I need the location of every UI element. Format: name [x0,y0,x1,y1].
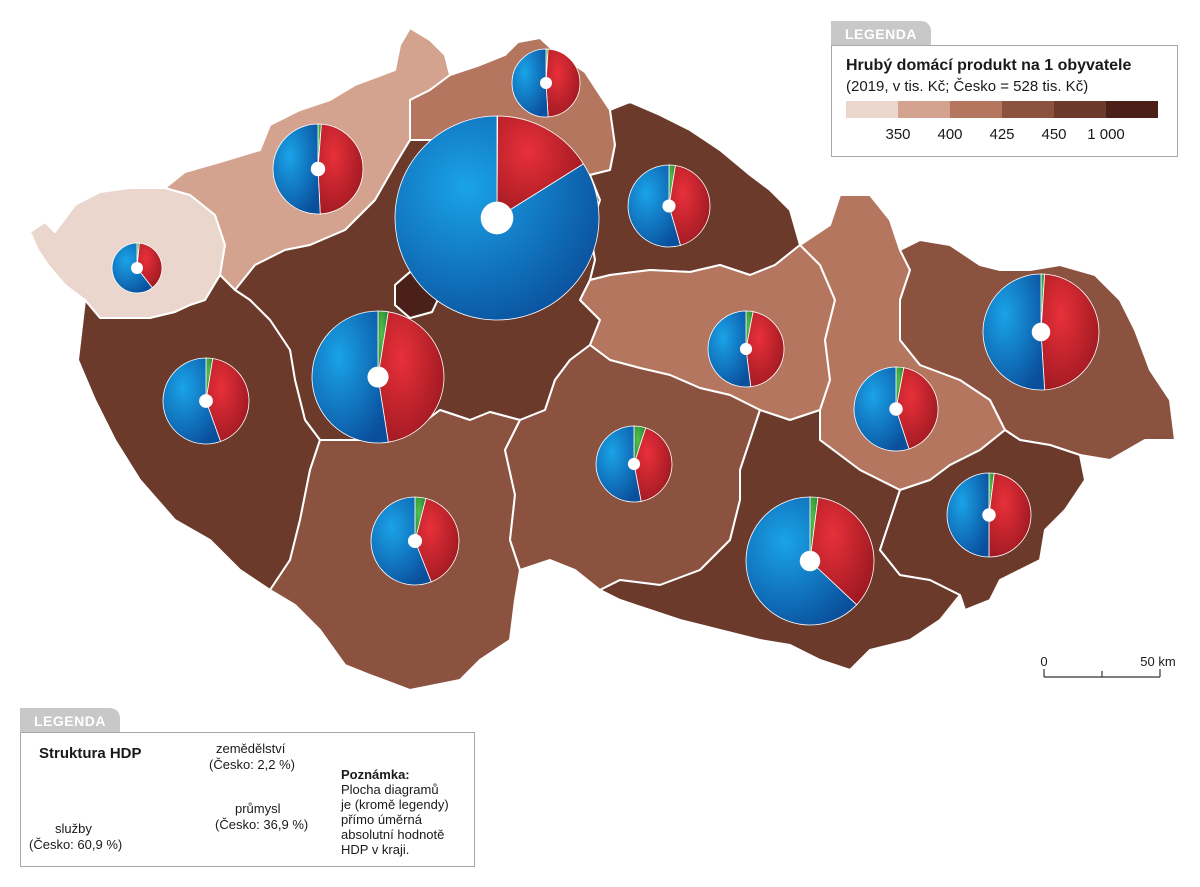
pie-liberecky-industry-slice [545,48,581,118]
legend-note: Poznámka: Plocha diagramů je (kromě lege… [341,767,471,857]
legend-bottom-tab: LEGENDA [20,708,120,733]
pie-vysocina-industry-slice [633,427,673,502]
pie-jihocesky-industry-slice [414,497,460,583]
legend-swatch-6 [1106,101,1158,118]
note-line-2: je (kromě legendy) [341,797,449,812]
pie-pardubicky [707,310,785,388]
legend-swatch-2 [898,101,950,118]
pie-ustecky-industry-slice [317,123,364,215]
pie-pardubicky-industry-slice [745,311,785,388]
pie-vysocina-center-hole [627,457,641,471]
scale-end-label: 50 km [1140,654,1176,669]
pie-ustecky-services-slice [272,123,321,215]
legend-break-350: 350 [885,126,911,143]
pie-plzensky [162,357,250,445]
pie-praha-industry-slice [496,115,585,219]
pie-vysocina-services-slice [595,425,642,503]
pie-olomoucky-industry-slice [895,367,939,450]
legend-serv-value: (Česko: 60,9 %) [29,837,123,852]
legend-break-425: 425 [989,126,1015,143]
pie-karlovarsky-industry-slice [136,242,163,289]
pie-plzensky-center-hole [199,394,213,408]
pie-plzensky-services-slice [162,357,222,445]
pie-moravskoslezsky-industry-slice [1040,273,1100,391]
pie-liberecky-center-hole [540,77,552,89]
pie-jihocesky-center-hole [407,533,423,549]
legend-swatch-4 [1002,101,1054,118]
legend-top-subtitle: (2019, v tis. Kč; Česko = 528 tis. Kč) [846,78,1089,95]
pie-kralovehradecky-center-hole [662,199,676,213]
pie-moravskoslezsky [982,273,1100,391]
pie-praha [394,115,600,321]
legend-serv-label: služby [55,821,92,836]
pie-kralovehradecky [627,164,711,248]
pie-stredocesky-services-slice [311,310,389,444]
pie-zlinsky [946,472,1032,558]
pie-vysocina [595,425,673,503]
pie-liberecky [511,48,581,118]
legend-top-title: Hrubý domácí produkt na 1 obyvatele [846,57,1132,74]
pie-zlinsky-industry-slice [988,472,1032,558]
note-title: Poznámka: [341,767,410,782]
pie-praha-center-hole [480,201,514,235]
pie-olomoucky-services-slice [853,366,910,452]
note-line-4: absolutní hodnotě [341,827,445,842]
pie-stredocesky-industry-slice [377,311,445,443]
pie-jihomoravsky [745,496,875,626]
pie-kralovehradecky-services-slice [627,164,681,248]
pie-jihocesky [370,496,460,586]
pie-jihomoravsky-industry-slice [809,497,875,606]
pie-moravskoslezsky-center-hole [1031,322,1051,342]
legend-top-tab: LEGENDA [831,21,931,46]
legend-ind-value: (Česko: 36,9 %) [215,817,309,832]
note-line-5: HDP v kraji. [341,842,410,857]
pie-stredocesky-center-hole [367,366,389,388]
scale-zero-label: 0 [1040,654,1048,669]
legend-swatch-5 [1054,101,1106,118]
pie-zlinsky-services-slice [946,472,990,558]
pie-karlovarsky-center-hole [131,262,143,274]
pie-karlovarsky [111,242,163,294]
legend-swatch-1 [846,101,898,118]
pie-olomoucky-center-hole [889,402,903,416]
pie-jihomoravsky-center-hole [799,550,821,572]
legend-agri-label: zemědělství [216,741,286,756]
note-line-3: přímo úměrná [341,812,422,827]
pie-ustecky [272,123,364,215]
legend-break-450: 450 [1041,126,1067,143]
pie-jihocesky-services-slice [370,496,432,586]
pie-stredocesky [311,310,445,444]
pie-kralovehradecky-industry-slice [668,165,711,246]
legend-bottom-title: Struktura HDP [39,745,142,762]
scale-bar [1043,669,1161,678]
pie-ustecky-center-hole [310,161,326,177]
note-line-1: Plocha diagramů [341,782,439,797]
legend-bottom-box: Struktura HDP zemědělství (Česko: 2,2 %)… [20,732,475,867]
pie-pardubicky-services-slice [707,310,752,388]
legend-swatch-3 [950,101,1002,118]
legend-break-400: 400 [937,126,963,143]
pie-zlinsky-center-hole [982,508,996,522]
pie-liberecky-services-slice [511,48,549,118]
pie-plzensky-industry-slice [205,358,250,442]
legend-agri-value: (Česko: 2,2 %) [209,757,295,772]
legend-ind-label: průmysl [235,801,281,816]
pie-pardubicky-center-hole [739,342,753,356]
pie-moravskoslezsky-services-slice [982,273,1046,391]
legend-break-1000: 1 000 [1087,126,1125,143]
legend-top-box: Hrubý domácí produkt na 1 obyvatele (201… [831,45,1178,157]
pie-olomoucky [853,366,939,452]
